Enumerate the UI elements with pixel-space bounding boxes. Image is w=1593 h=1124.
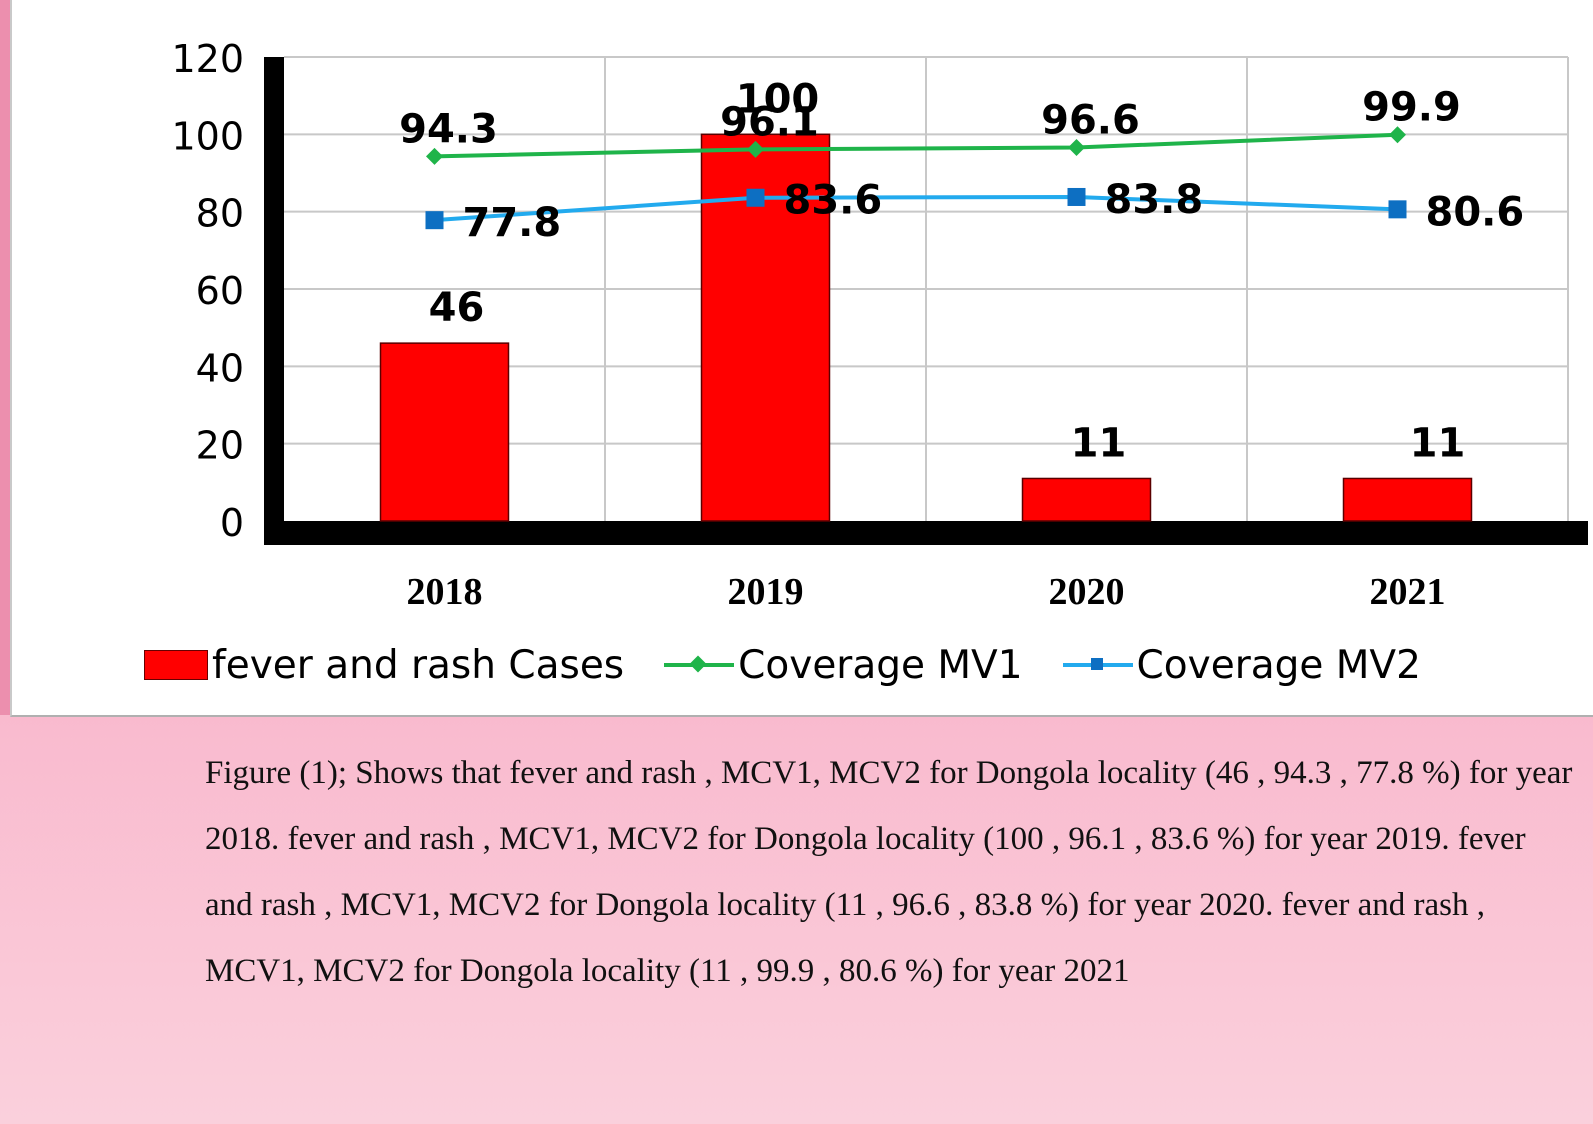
legend-item-mv1: Coverage MV1 [664, 642, 1023, 688]
marker-mv2 [1388, 200, 1407, 219]
page-accent-stripe [0, 0, 10, 715]
bar-cases [1021, 477, 1152, 522]
data-label-mv1: 94.3 [399, 106, 498, 152]
bar-cases [379, 342, 510, 522]
y-tick-label: 40 [196, 346, 244, 390]
y-tick-label: 20 [196, 424, 244, 468]
chart-panel: 0 20 40 60 80 100 120 2018 2019 2020 2021 46 100 11 11… [10, 0, 1593, 717]
data-label-mv1: 99.9 [1362, 85, 1461, 131]
data-label-cases: 46 [429, 285, 485, 331]
marker-mv2 [746, 188, 765, 207]
data-label-mv2: 83.8 [1105, 177, 1204, 223]
y-tick-label: 100 [171, 114, 244, 158]
legend-swatch-cases [144, 650, 208, 680]
legend-item-mv2: Coverage MV2 [1062, 642, 1421, 688]
data-label-mv2: 83.6 [784, 178, 883, 224]
marker-mv1 [426, 147, 443, 165]
y-tick-label: 60 [196, 269, 244, 313]
x-tick-label: 2018 [407, 571, 483, 613]
chart-legend: fever and rash Cases Coverage MV1 Covera… [144, 640, 1461, 690]
data-label-mv1: 96.6 [1041, 97, 1140, 143]
data-label-mv2: 77.8 [463, 200, 562, 246]
x-tick-label: 2019 [728, 571, 804, 613]
y-tick-label: 80 [196, 192, 244, 236]
legend-item-cases: fever and rash Cases [144, 643, 624, 688]
data-label-cases: 11 [1071, 420, 1127, 466]
data-label-mv1: 96.1 [720, 99, 819, 145]
x-tick-label: 2020 [1049, 571, 1125, 613]
legend-label-cases: fever and rash Cases [212, 642, 625, 688]
marker-mv2 [1067, 187, 1086, 206]
data-label-cases: 11 [1410, 420, 1466, 466]
figure-caption: Figure (1); Shows that fever and rash , … [205, 755, 1573, 989]
legend-swatch-mv2 [1062, 658, 1133, 670]
legend-swatch-mv1 [664, 655, 735, 673]
marker-mv2 [425, 211, 444, 230]
x-tick-label: 2021 [1370, 571, 1446, 613]
y-axis-wall [264, 57, 284, 545]
data-label-cases: 100 [736, 76, 820, 122]
line-mv1 [434, 132, 1398, 159]
y-tick-label: 120 [171, 37, 244, 81]
legend-label-mv2: Coverage MV2 [1136, 642, 1421, 688]
bar-cases [1342, 477, 1473, 522]
line-mv2 [434, 194, 1398, 223]
y-tick-label: 0 [220, 501, 244, 545]
combo-chart: 0 20 40 60 80 100 120 2018 2019 2020 2021 46 100 11 11… [171, 37, 1588, 613]
legend-label-mv1: Coverage MV1 [738, 642, 1023, 688]
x-axis-floor [264, 521, 1588, 545]
marker-mv1 [747, 140, 764, 158]
data-label-mv2: 80.6 [1426, 189, 1525, 235]
